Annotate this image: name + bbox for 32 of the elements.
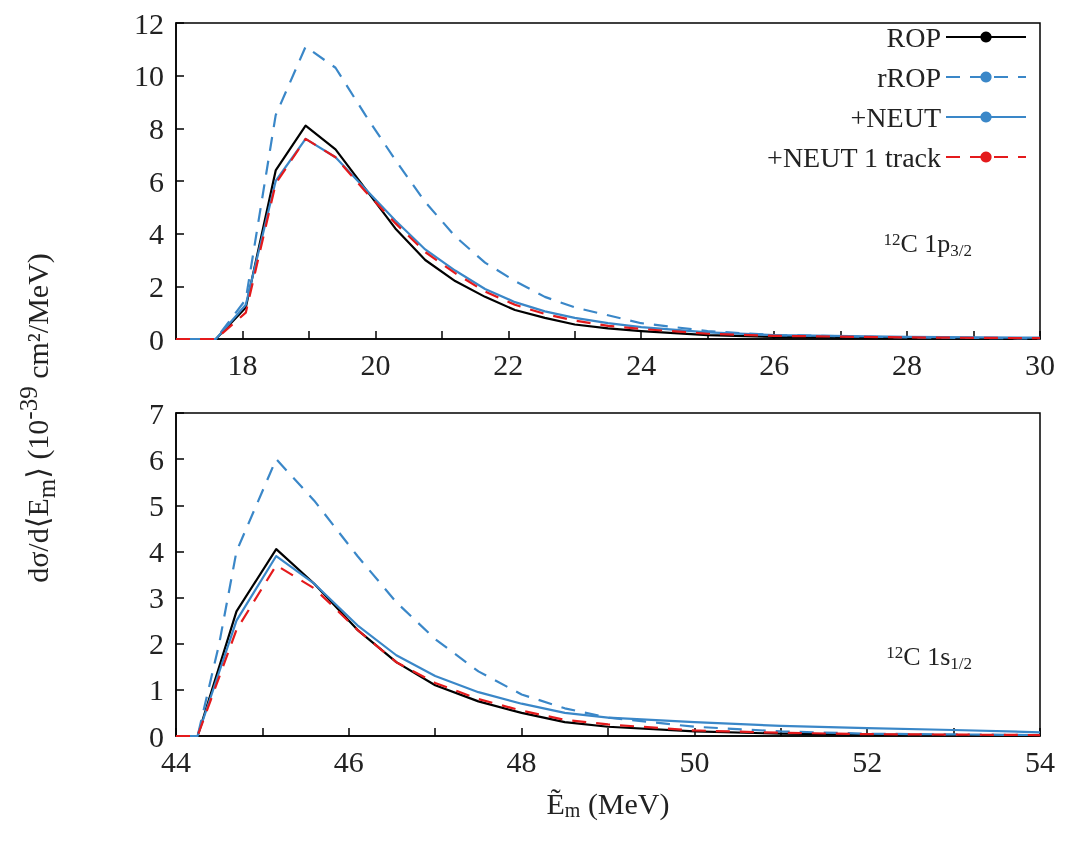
x-tick-label: 50 xyxy=(679,744,710,778)
y-tick-label: 7 xyxy=(149,396,164,430)
legend-label: +NEUT 1 track xyxy=(767,141,941,173)
y-tick-label: 6 xyxy=(149,442,164,476)
y-tick-label: 4 xyxy=(149,217,164,251)
legend-label: ROP xyxy=(886,21,941,53)
y-tick-label: 10 xyxy=(134,59,164,93)
y-tick-label: 2 xyxy=(149,627,164,661)
x-tick-label: 28 xyxy=(892,347,923,381)
x-tick-label: 30 xyxy=(1025,347,1055,381)
x-tick-label: 18 xyxy=(227,347,258,381)
x-tick-label: 44 xyxy=(161,744,191,778)
x-tick-label: 22 xyxy=(493,347,524,381)
y-tick-label: 12 xyxy=(134,6,164,40)
x-tick-label: 52 xyxy=(852,744,883,778)
x-tick-label: 46 xyxy=(333,744,364,778)
y-tick-label: 8 xyxy=(149,111,164,145)
y-tick-label: 0 xyxy=(149,322,164,356)
legend-label: +NEUT xyxy=(850,101,941,133)
y-tick-label: 2 xyxy=(149,269,164,303)
y-tick-label: 3 xyxy=(149,581,164,615)
y-tick-label: 6 xyxy=(149,164,164,198)
y-tick-label: 0 xyxy=(149,719,164,753)
x-tick-label: 48 xyxy=(506,744,537,778)
y-tick-label: 4 xyxy=(149,534,164,568)
x-tick-label: 24 xyxy=(626,347,657,381)
x-tick-label: 20 xyxy=(360,347,391,381)
legend-label: rROP xyxy=(877,61,941,93)
y-tick-label: 1 xyxy=(149,673,164,707)
y-tick-label: 5 xyxy=(149,488,164,522)
x-tick-label: 26 xyxy=(759,347,790,381)
x-tick-label: 54 xyxy=(1025,744,1055,778)
